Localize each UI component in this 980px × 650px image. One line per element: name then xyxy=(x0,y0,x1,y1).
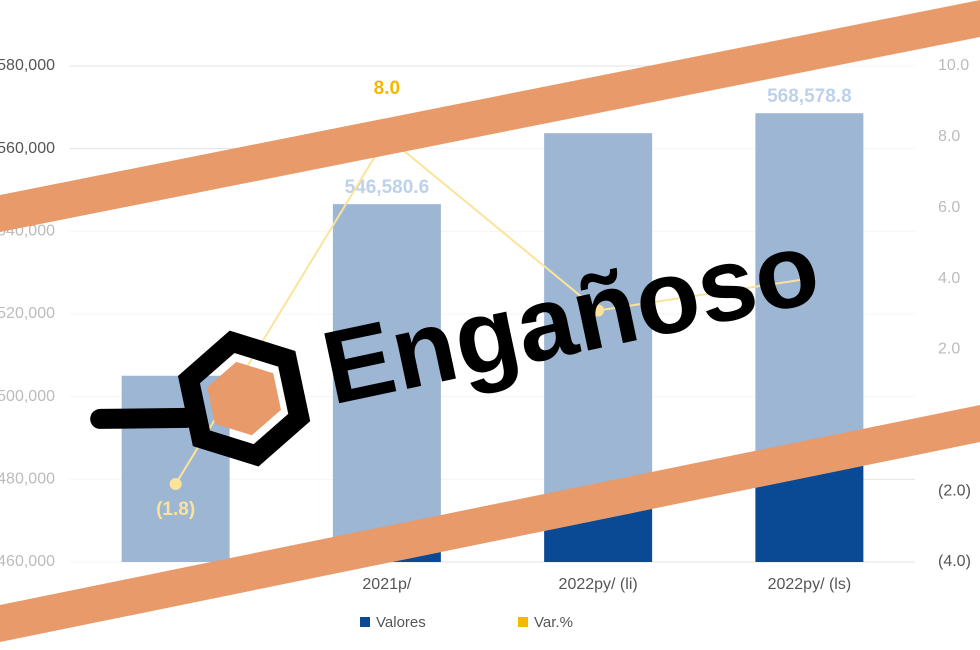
x-tick-label: 2021p/ xyxy=(362,576,411,593)
x-tick-label: 2022py/ (ls) xyxy=(768,576,852,593)
data-label: 8.0 xyxy=(374,78,400,99)
magnifier-handle xyxy=(90,407,197,429)
stamp-stripe xyxy=(0,405,980,642)
x-tick-label: 2022py/ (li) xyxy=(559,576,638,593)
y-tick-label: 580,000 xyxy=(0,57,55,74)
y2-tick-label: (4.0) xyxy=(938,553,971,570)
y-tick-label: 560,000 xyxy=(0,140,55,157)
hexagon xyxy=(177,330,311,467)
stamp-stripe xyxy=(0,0,980,232)
legend-swatch xyxy=(360,617,370,627)
legend-label: Var.% xyxy=(534,614,573,631)
y2-tick-label: (2.0) xyxy=(938,482,971,499)
legend-swatch xyxy=(518,617,528,627)
hexagon-fill xyxy=(207,361,282,436)
legend-label: Valores xyxy=(376,614,426,631)
